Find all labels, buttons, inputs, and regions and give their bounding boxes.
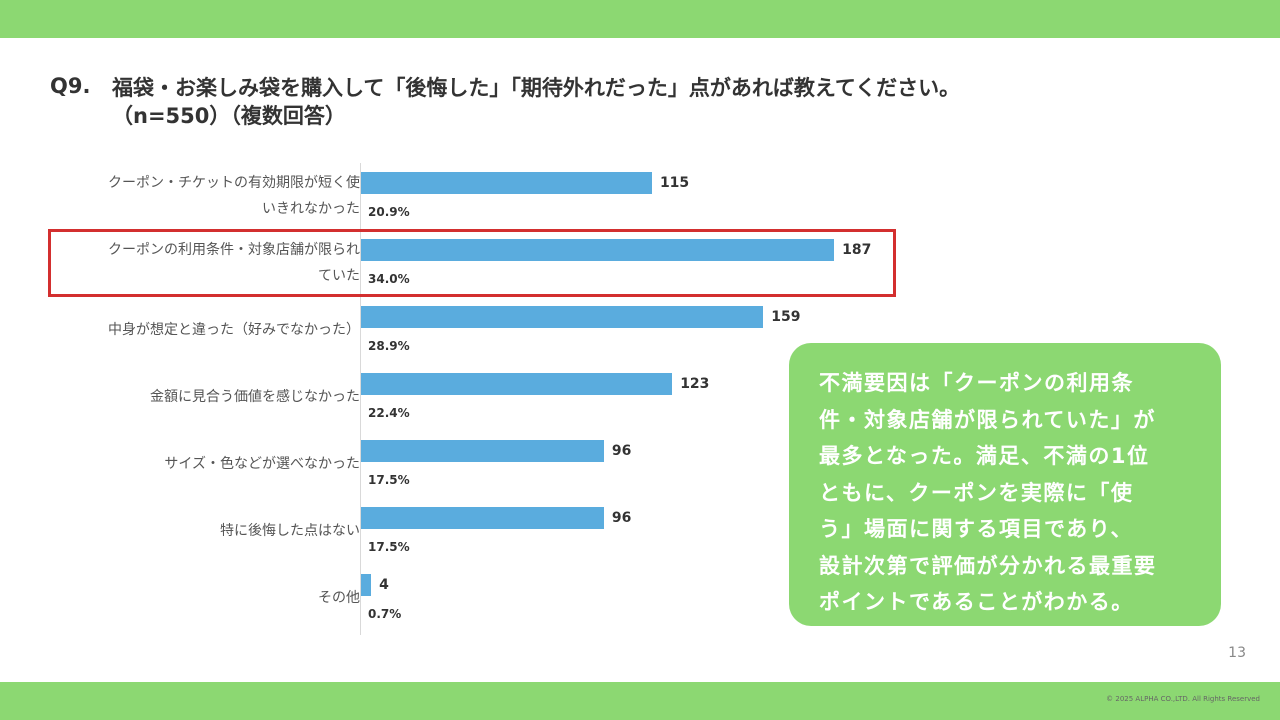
category-label-line: その他 bbox=[318, 590, 360, 606]
percent-label: 17.5% bbox=[368, 473, 410, 487]
category-label-line: 中身が想定と違った（好みでなかった） bbox=[108, 322, 360, 338]
count-label: 96 bbox=[611, 510, 632, 526]
callout-line: 最多となった。満足、不満の1位 bbox=[819, 444, 1150, 468]
callout-line: 件・対象店舗が限られていた」が bbox=[819, 407, 1156, 432]
bottom-band bbox=[0, 682, 1280, 720]
bar bbox=[361, 507, 604, 529]
callout-line: ともに、クーポンを実際に「使 bbox=[819, 480, 1134, 505]
count-label: 96 bbox=[611, 443, 632, 459]
bar-chart: クーポン・チケットの有効期限が短く使いきれなかった 115 20.9% クーポンの利用… bbox=[0, 160, 900, 640]
bar bbox=[361, 373, 673, 395]
category-label: クーポン・チケットの有効期限が短く使いきれなかった bbox=[60, 170, 360, 222]
category-label-line: ていた bbox=[318, 268, 360, 284]
category-label-line: クーポン・チケットの有効期限が短く使 bbox=[108, 175, 360, 191]
top-band bbox=[0, 0, 1280, 38]
category-label: 中身が想定と違った（好みでなかった） bbox=[60, 317, 360, 343]
count-label: 4 bbox=[379, 577, 389, 593]
bar bbox=[361, 574, 372, 596]
category-axis-line bbox=[360, 163, 361, 635]
callout-line: ポイントであることがわかる。 bbox=[819, 590, 1134, 614]
category-label: サイズ・色などが選べなかった bbox=[60, 451, 360, 477]
percent-label: 34.0% bbox=[368, 272, 410, 286]
page-number: 13 bbox=[1228, 645, 1246, 661]
question-number: Q9. bbox=[50, 74, 91, 98]
count-label: 115 bbox=[659, 175, 690, 191]
percent-label: 0.7% bbox=[368, 607, 402, 621]
category-label: 金額に見合う価値を感じなかった bbox=[60, 384, 360, 410]
bar bbox=[361, 306, 764, 328]
callout-line: 不満要因は「クーポンの利用条 bbox=[819, 371, 1134, 395]
bar bbox=[361, 440, 604, 462]
category-label-line: 金額に見合う価値を感じなかった bbox=[150, 389, 360, 405]
percent-label: 28.9% bbox=[368, 339, 410, 353]
highlight-box bbox=[48, 229, 896, 297]
category-label: クーポンの利用条件・対象店舗が限られていた bbox=[60, 237, 360, 289]
copyright-text: © 2025 ALPHA CO.,LTD. All Rights Reserve… bbox=[1106, 695, 1260, 703]
callout-line: う」場面に関する項目であり、 bbox=[819, 517, 1133, 541]
category-label-line: クーポンの利用条件・対象店舗が限られ bbox=[108, 242, 360, 258]
category-label: その他 bbox=[60, 585, 360, 611]
question-sample-size: （n=550）（複数回答） bbox=[112, 104, 346, 128]
percent-label: 17.5% bbox=[368, 540, 410, 554]
callout-line: 設計次第で評価が分かれる最重要 bbox=[819, 553, 1157, 578]
percent-label: 22.4% bbox=[368, 406, 410, 420]
category-label-line: サイズ・色などが選べなかった bbox=[164, 456, 360, 472]
count-label: 187 bbox=[842, 242, 872, 258]
count-label: 159 bbox=[771, 309, 801, 325]
bar bbox=[361, 239, 835, 261]
category-label-line: 特に後悔した点はない bbox=[220, 523, 360, 539]
summary-callout: 不満要因は「クーポンの利用条 件・対象店舗が限られていた」が 最多となった。満足、不… bbox=[789, 343, 1221, 626]
category-label: 特に後悔した点はない bbox=[60, 518, 360, 544]
bar bbox=[361, 172, 652, 194]
count-label: 123 bbox=[680, 376, 710, 392]
percent-label: 20.9% bbox=[368, 205, 410, 219]
question-text: 福袋・お楽しみ袋を購入して「後悔した」「期待外れだった」点があれば教えてください… bbox=[112, 76, 961, 100]
category-label-line: いきれなかった bbox=[262, 201, 360, 217]
